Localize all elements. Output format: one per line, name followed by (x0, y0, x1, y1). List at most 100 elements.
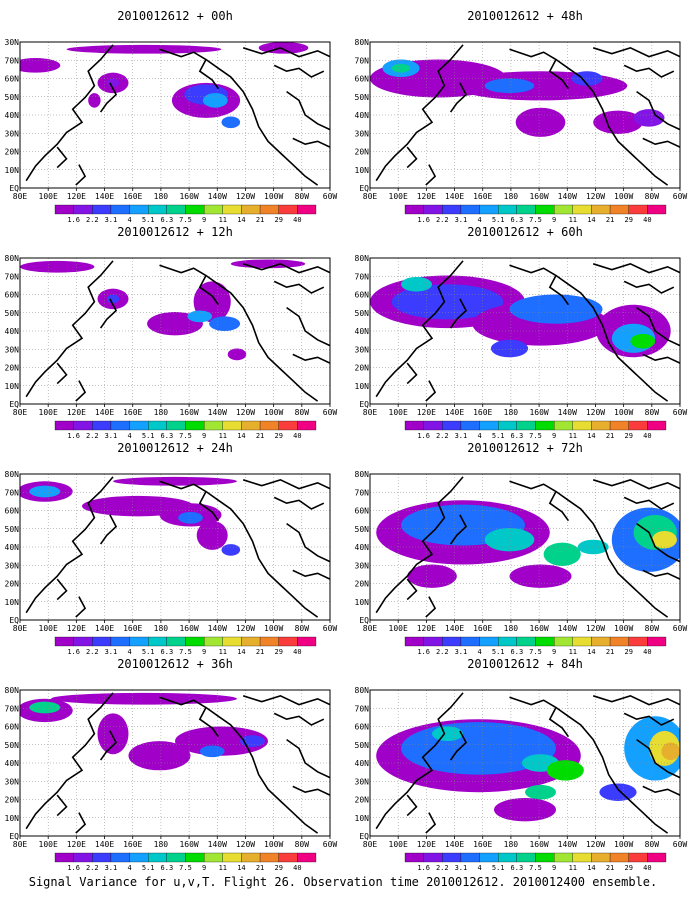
x-tick-label: 140W (558, 624, 577, 633)
x-tick-label: 80W (645, 408, 660, 417)
colorbar-label: 6.3 (511, 216, 524, 224)
variance-contour (221, 544, 241, 556)
y-tick-label: 60N (5, 291, 20, 300)
colorbar-label: 11 (219, 432, 227, 440)
y-tick-label: 40N (355, 759, 370, 768)
map-panel: 2010012612 + 72h 80E 100E 120E 140E 160E 180 16… (355, 441, 688, 656)
x-tick-label: 140W (558, 192, 577, 201)
y-tick-label: 60N (355, 507, 370, 516)
colorbar-label: 21 (606, 216, 614, 224)
colorbar-swatch (148, 204, 168, 215)
colorbar-swatch (591, 420, 611, 431)
map-frame (19, 473, 331, 621)
y-tick-label: 50N (355, 525, 370, 534)
colorbar-swatch (442, 204, 462, 215)
colorbar-label: 29 (624, 432, 632, 440)
y-tick-label: 80N (355, 470, 370, 479)
coastline (636, 522, 680, 563)
x-tick-label: 60W (673, 624, 688, 633)
x-tick-label: 160W (179, 408, 198, 417)
variance-contour (88, 93, 101, 108)
colorbar-label: 40 (293, 216, 301, 224)
colorbar-swatch (572, 852, 592, 863)
x-tick-label: 160E (123, 408, 142, 417)
colorbar-label: 11 (569, 864, 577, 872)
coastline (159, 696, 319, 834)
x-tick-label: 100W (264, 192, 283, 201)
x-tick-label: 80W (645, 840, 660, 849)
coastline (642, 353, 680, 364)
variance-contour (175, 726, 268, 756)
coastline (286, 738, 330, 779)
map-frame (369, 473, 681, 621)
colorbar-swatch (259, 852, 279, 863)
colorbar-swatch (73, 420, 93, 431)
colorbar-swatch (110, 204, 130, 215)
variance-contour (484, 78, 535, 94)
variance-contour (209, 316, 241, 332)
colorbar-label: 4 (127, 432, 131, 440)
x-tick-label: 140E (445, 624, 464, 633)
colorbar-swatch (423, 852, 443, 863)
colorbar-label: 14 (237, 648, 245, 656)
x-tick-label: 140W (558, 840, 577, 849)
x-tick-label: 140E (95, 192, 114, 201)
colorbar-swatch (241, 852, 261, 863)
colorbar-swatch (278, 636, 298, 647)
colorbar-label: 7.5 (179, 432, 192, 440)
y-tick-label: 30N (355, 345, 370, 354)
colorbar-label: 11 (219, 648, 227, 656)
map-panel: 2010012612 + 36h 80E 100E 120E 140E 160E 180 16… (5, 657, 338, 872)
colorbar-label: 4 (127, 864, 131, 872)
x-tick-label: 120W (236, 624, 255, 633)
y-tick-label: 40N (355, 327, 370, 336)
x-tick-label: 100W (264, 408, 283, 417)
colorbar-label: 4 (477, 216, 481, 224)
y-tick-label: 60N (5, 507, 20, 516)
colorbar-label: 40 (643, 648, 651, 656)
colorbar-swatch (166, 636, 186, 647)
x-tick-label: 60W (673, 408, 688, 417)
x-tick-label: 120E (417, 192, 436, 201)
x-tick-label: 60W (323, 840, 338, 849)
coastline (406, 362, 418, 385)
colorbar-label: 21 (606, 648, 614, 656)
colorbar: 1.6 2.2 3.1 4 5.1 6.3 7.5 9 11 14 21 29 40 (404, 636, 667, 656)
x-tick-label: 140E (445, 192, 464, 201)
coastline (548, 59, 570, 90)
x-tick-label: 80E (363, 624, 378, 633)
colorbar-swatch (460, 636, 480, 647)
x-tick-label: 100W (614, 840, 633, 849)
y-tick-label: 40N (5, 327, 20, 336)
coastline (286, 90, 330, 131)
colorbar: 1.6 2.2 3.1 4 5.1 6.3 7.5 9 11 14 21 29 40 (404, 420, 667, 440)
colorbar-label: 14 (237, 216, 245, 224)
coastline (449, 730, 468, 761)
coastline (642, 569, 680, 580)
colorbar-label: 3.1 (105, 648, 118, 656)
colorbar-swatch (110, 852, 130, 863)
colorbar-label: 11 (569, 216, 577, 224)
coastlines (375, 476, 680, 618)
panel-title: 2010012612 + 36h (117, 657, 233, 671)
x-tick-label: 80E (363, 192, 378, 201)
y-tick-label: 10N (5, 166, 20, 175)
colorbar-label: 5.1 (142, 216, 155, 224)
panel-title: 2010012612 + 24h (117, 441, 233, 455)
x-tick-label: 180 (504, 192, 519, 201)
x-tick-label: 160E (473, 408, 492, 417)
colorbar-label: 21 (606, 864, 614, 872)
x-tick-label: 180 (504, 840, 519, 849)
y-tick-label: EQ (9, 616, 19, 625)
colorbar-swatch (203, 852, 223, 863)
variance-contour (630, 333, 656, 349)
variance-contour (515, 107, 566, 137)
colorbar-label: 2.2 (86, 216, 99, 224)
colorbar-swatch (241, 204, 261, 215)
colorbar-swatch (591, 852, 611, 863)
variance-contour (199, 745, 225, 758)
map-background (20, 42, 330, 188)
coastline (636, 738, 680, 779)
x-tick-label: 120W (586, 408, 605, 417)
colorbar-swatch (203, 204, 223, 215)
